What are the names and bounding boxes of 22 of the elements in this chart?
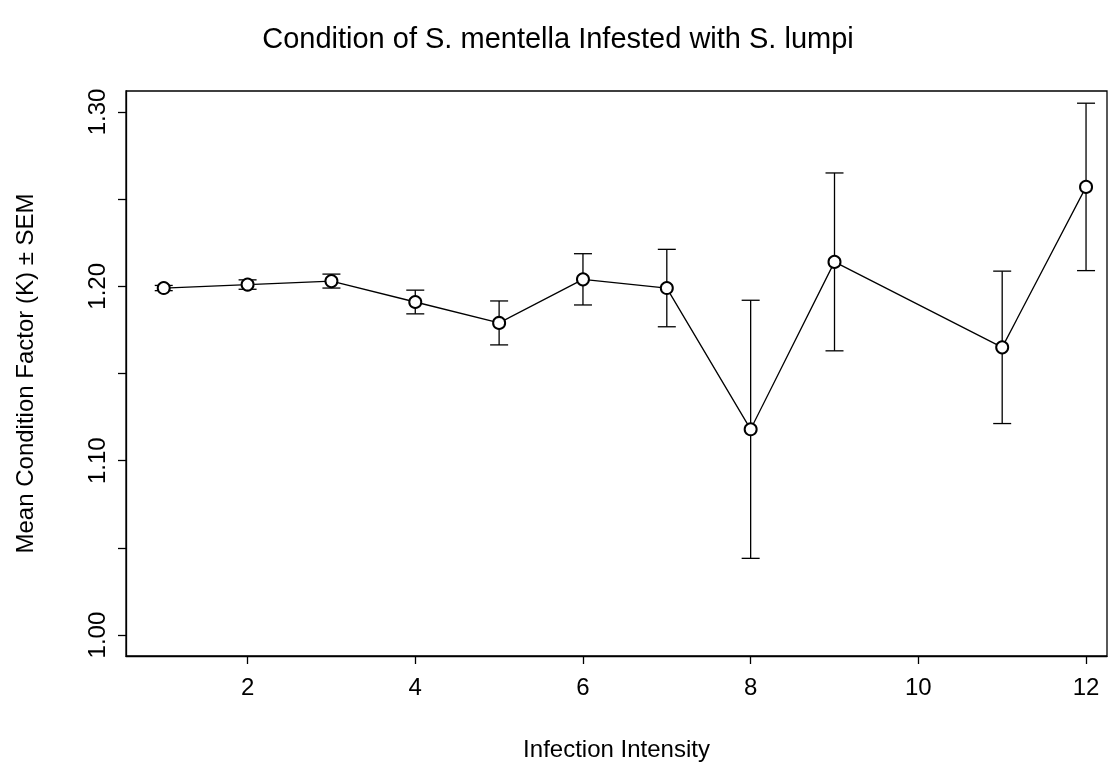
x-tick-label: 6 xyxy=(576,672,590,700)
x-axis-title: Infection Intensity xyxy=(523,734,710,762)
chart-title: Condition of S. mentella Infested with S. lumpi xyxy=(262,21,854,54)
y-axis-title: Mean Condition Factor (K) ± SEM xyxy=(10,193,38,554)
point xyxy=(408,295,423,309)
point xyxy=(1079,179,1094,194)
y-tick-label: 1.00 xyxy=(82,611,110,659)
x-tick-label: 2 xyxy=(240,672,255,700)
x-tick-label: 10 xyxy=(904,672,932,700)
point xyxy=(827,254,842,269)
x-tick-label: 8 xyxy=(743,672,758,700)
x-tick-label: 4 xyxy=(408,672,422,700)
point xyxy=(156,281,171,296)
point xyxy=(995,340,1010,355)
point xyxy=(575,272,590,287)
x-tick-label: 12 xyxy=(1072,672,1100,700)
point xyxy=(492,315,507,330)
point xyxy=(659,281,674,296)
y-tick-label: 1.20 xyxy=(82,262,110,310)
point xyxy=(743,422,758,437)
y-tick-label: 1.30 xyxy=(82,88,110,136)
y-tick-label: 1.10 xyxy=(82,437,110,485)
